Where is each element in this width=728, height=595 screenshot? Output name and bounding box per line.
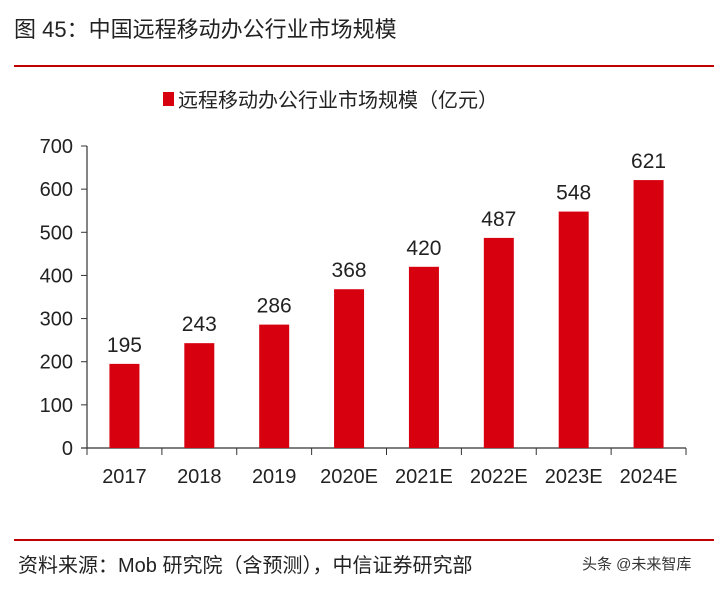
- y-tick-label: 200: [40, 352, 73, 374]
- data-label: 621: [631, 150, 666, 173]
- x-tick-label: 2019: [252, 466, 297, 488]
- data-label: 368: [332, 259, 367, 282]
- y-tick-label: 300: [40, 309, 73, 331]
- data-label: 420: [406, 237, 441, 260]
- y-tick-label: 500: [40, 222, 73, 244]
- bar-2018: [184, 343, 215, 448]
- watermark: 头条 @未来智库: [582, 556, 692, 573]
- x-tick-label: 2020E: [320, 466, 378, 488]
- bar-2023E: [558, 211, 589, 448]
- y-tick-label: 400: [40, 265, 73, 287]
- y-tick-label: 700: [40, 136, 73, 158]
- figure-title: 图 45：中国远程移动办公行业市场规模: [14, 17, 397, 42]
- x-tick-label: 2021E: [395, 466, 453, 488]
- x-tick-label: 2023E: [545, 466, 603, 488]
- data-label: 195: [107, 334, 142, 357]
- data-label: 243: [182, 313, 217, 336]
- x-tick-label: 2018: [177, 466, 222, 488]
- legend-label: 远程移动办公行业市场规模（亿元）: [178, 89, 498, 112]
- x-tick-label: 2022E: [470, 466, 528, 488]
- data-label: 548: [556, 182, 591, 205]
- y-tick-label: 600: [40, 179, 73, 201]
- bar-2017: [109, 363, 140, 448]
- bar-2019: [259, 324, 290, 448]
- legend-swatch: [163, 92, 174, 106]
- y-tick-label: 100: [40, 395, 73, 417]
- source-note: 资料来源：Mob 研究院（含预测），中信证券研究部: [18, 555, 473, 577]
- x-tick-label: 2017: [102, 466, 147, 488]
- data-label: 487: [481, 208, 516, 231]
- bar-2022E: [483, 237, 514, 448]
- bar-2024E: [633, 180, 664, 448]
- bar-2020E: [334, 289, 365, 448]
- y-tick-label: 0: [62, 438, 73, 460]
- data-label: 286: [257, 295, 292, 318]
- x-tick-label: 2024E: [620, 466, 678, 488]
- title-rule: [14, 65, 714, 67]
- footer-rule: [14, 539, 714, 541]
- bar-2021E: [408, 266, 439, 448]
